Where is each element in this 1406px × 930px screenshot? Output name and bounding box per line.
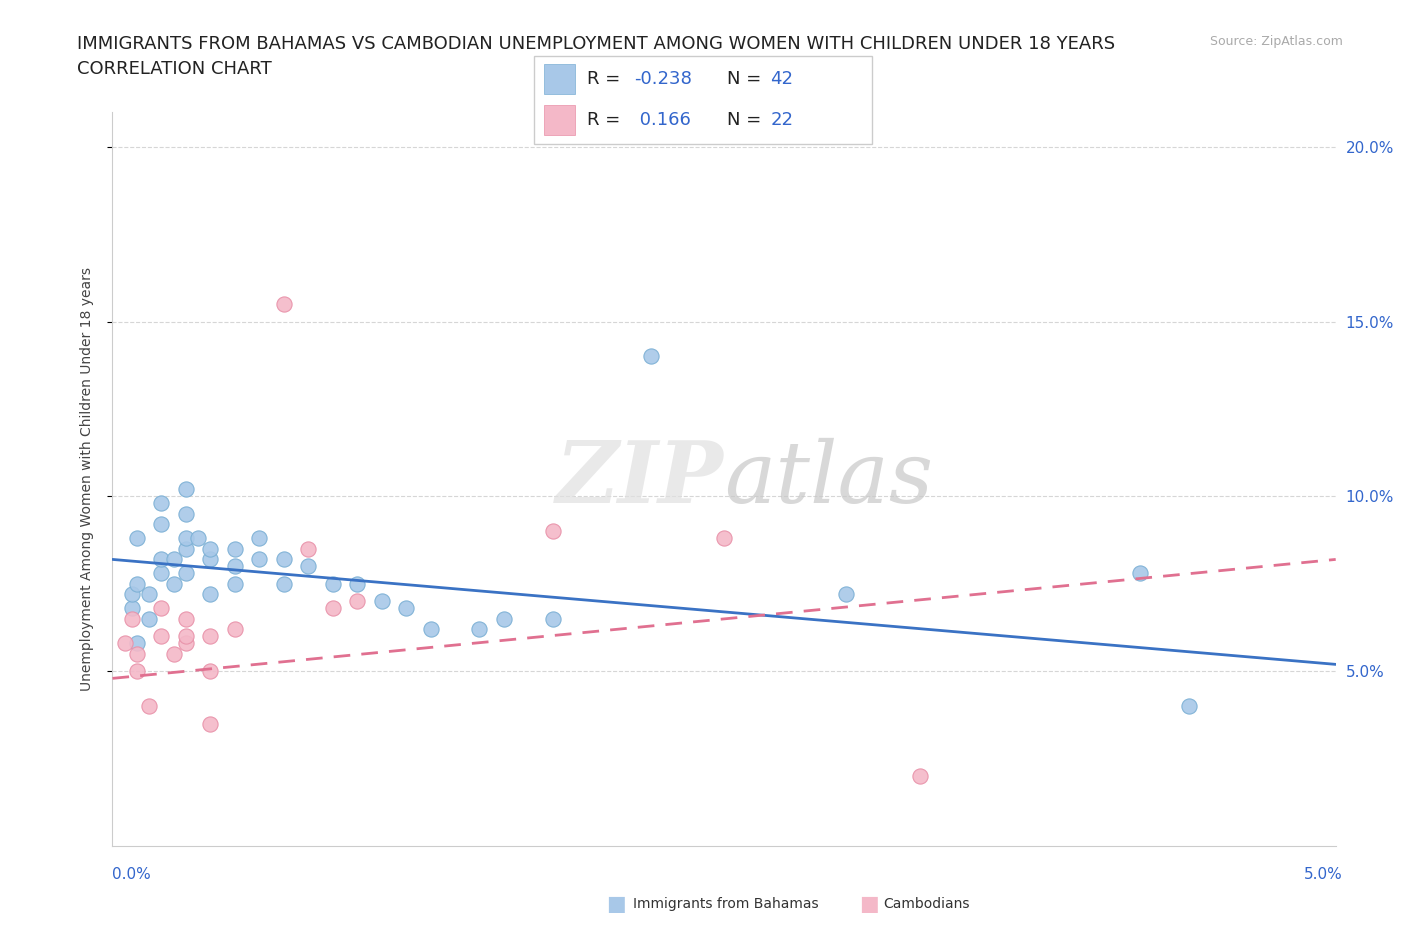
Point <box>200 664 222 679</box>
Point <box>138 611 160 626</box>
Point <box>114 636 136 651</box>
Text: N =: N = <box>727 112 761 129</box>
Point <box>640 349 662 364</box>
Point <box>187 531 209 546</box>
FancyBboxPatch shape <box>544 105 575 136</box>
Point <box>200 587 222 602</box>
Point <box>138 587 160 602</box>
Point <box>713 531 735 546</box>
Point <box>419 622 441 637</box>
Text: -0.238: -0.238 <box>634 70 692 87</box>
Point <box>395 601 418 616</box>
Point <box>273 577 295 591</box>
Point <box>150 517 173 532</box>
Text: ■: ■ <box>859 894 879 914</box>
Point <box>125 531 148 546</box>
Point <box>908 769 931 784</box>
Point <box>541 611 564 626</box>
Point <box>163 577 186 591</box>
Point <box>297 559 319 574</box>
Point <box>150 601 173 616</box>
Point <box>346 594 368 609</box>
Text: ■: ■ <box>606 894 626 914</box>
Point <box>224 559 246 574</box>
Point <box>163 552 186 567</box>
Point <box>200 541 222 556</box>
Y-axis label: Unemployment Among Women with Children Under 18 years: Unemployment Among Women with Children U… <box>80 267 94 691</box>
Point <box>138 699 160 714</box>
Point <box>200 629 222 644</box>
Point <box>150 566 173 581</box>
Point <box>541 524 564 538</box>
FancyBboxPatch shape <box>534 56 872 144</box>
Point <box>200 552 222 567</box>
Point <box>174 541 197 556</box>
Text: 5.0%: 5.0% <box>1303 867 1343 882</box>
Point <box>174 531 197 546</box>
Text: IMMIGRANTS FROM BAHAMAS VS CAMBODIAN UNEMPLOYMENT AMONG WOMEN WITH CHILDREN UNDE: IMMIGRANTS FROM BAHAMAS VS CAMBODIAN UNE… <box>77 35 1115 53</box>
Point <box>468 622 491 637</box>
Point <box>174 507 197 522</box>
Text: Cambodians: Cambodians <box>883 897 970 911</box>
Text: Source: ZipAtlas.com: Source: ZipAtlas.com <box>1209 35 1343 48</box>
Point <box>174 611 197 626</box>
Text: 0.0%: 0.0% <box>112 867 152 882</box>
Point <box>150 552 173 567</box>
Point <box>125 636 148 651</box>
Point <box>224 577 246 591</box>
Point <box>174 629 197 644</box>
Point <box>163 646 186 661</box>
Point <box>121 611 143 626</box>
Text: R =: R = <box>586 70 620 87</box>
Point <box>297 541 319 556</box>
Point <box>121 587 143 602</box>
Point <box>322 577 344 591</box>
Point <box>273 297 295 312</box>
Point <box>150 629 173 644</box>
Point <box>322 601 344 616</box>
Point <box>346 577 368 591</box>
Point <box>273 552 295 567</box>
Point <box>200 716 222 731</box>
FancyBboxPatch shape <box>544 64 575 94</box>
Point <box>1129 566 1152 581</box>
Text: 42: 42 <box>770 70 793 87</box>
Text: CORRELATION CHART: CORRELATION CHART <box>77 60 273 78</box>
Point <box>125 577 148 591</box>
Point <box>247 552 270 567</box>
Point <box>492 611 515 626</box>
Text: 0.166: 0.166 <box>634 112 690 129</box>
Point <box>121 601 143 616</box>
Point <box>224 541 246 556</box>
Point <box>370 594 392 609</box>
Point <box>247 531 270 546</box>
Point <box>150 496 173 511</box>
Text: N =: N = <box>727 70 761 87</box>
Text: R =: R = <box>586 112 620 129</box>
Point <box>224 622 246 637</box>
Text: atlas: atlas <box>724 438 934 520</box>
Text: ZIP: ZIP <box>557 437 724 521</box>
Point <box>125 646 148 661</box>
Text: 22: 22 <box>770 112 793 129</box>
Point <box>174 482 197 497</box>
Point <box>1178 699 1201 714</box>
Point <box>174 566 197 581</box>
Point <box>835 587 858 602</box>
Point <box>174 636 197 651</box>
Text: Immigrants from Bahamas: Immigrants from Bahamas <box>633 897 818 911</box>
Point <box>125 664 148 679</box>
